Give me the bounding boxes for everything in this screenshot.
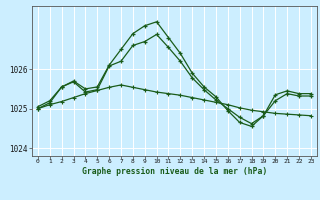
X-axis label: Graphe pression niveau de la mer (hPa): Graphe pression niveau de la mer (hPa) bbox=[82, 167, 267, 176]
